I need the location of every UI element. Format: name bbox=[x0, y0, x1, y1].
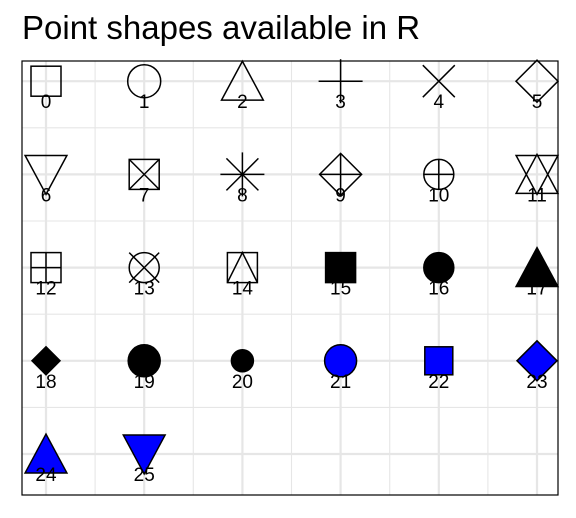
chart-title: Point shapes available in R bbox=[22, 9, 420, 46]
point-label-11: 11 bbox=[527, 185, 547, 206]
point-shape-1 bbox=[126, 63, 162, 99]
point-shape-25 bbox=[122, 434, 167, 476]
point-label-13: 13 bbox=[134, 279, 155, 300]
point-label-19: 19 bbox=[134, 372, 155, 393]
point-label-22: 22 bbox=[428, 372, 449, 393]
point-shape-19 bbox=[127, 344, 161, 378]
point-shape-17 bbox=[514, 246, 560, 288]
point-label-24: 24 bbox=[35, 465, 57, 486]
point-shape-24 bbox=[23, 432, 69, 474]
panel-border bbox=[21, 60, 559, 496]
point-label-0: 0 bbox=[41, 92, 52, 113]
point-shape-4 bbox=[422, 64, 456, 98]
point-shape-22 bbox=[424, 346, 454, 376]
point-label-5: 5 bbox=[532, 92, 543, 113]
point-label-1: 1 bbox=[139, 92, 150, 113]
point-shape-18 bbox=[30, 345, 62, 376]
point-shape-16 bbox=[423, 251, 455, 284]
point-shape-23 bbox=[515, 339, 559, 382]
point-label-17: 17 bbox=[526, 279, 547, 300]
point-label-21: 21 bbox=[330, 372, 351, 393]
point-label-14: 14 bbox=[232, 279, 254, 300]
point-shape-3 bbox=[318, 59, 363, 104]
point-label-3: 3 bbox=[335, 92, 346, 113]
point-shape-11 bbox=[514, 152, 560, 196]
point-label-25: 25 bbox=[134, 465, 155, 486]
point-shape-2 bbox=[220, 59, 265, 101]
point-shape-15 bbox=[324, 251, 357, 284]
point-label-6: 6 bbox=[41, 185, 52, 206]
point-shape-5 bbox=[514, 59, 560, 104]
point-shape-9 bbox=[318, 152, 363, 197]
point-shape-13 bbox=[128, 251, 160, 284]
point-label-18: 18 bbox=[35, 372, 56, 393]
point-shape-7 bbox=[128, 158, 160, 191]
point-label-7: 7 bbox=[139, 185, 150, 206]
point-shape-20 bbox=[230, 349, 255, 373]
point-label-20: 20 bbox=[232, 372, 253, 393]
point-label-12: 12 bbox=[35, 279, 56, 300]
point-label-23: 23 bbox=[526, 372, 547, 393]
point-label-8: 8 bbox=[237, 185, 248, 206]
point-shape-8 bbox=[220, 152, 265, 197]
grid bbox=[22, 61, 558, 495]
point-label-9: 9 bbox=[335, 185, 346, 206]
point-label-2: 2 bbox=[237, 92, 248, 113]
point-shape-6 bbox=[23, 154, 69, 196]
point-label-4: 4 bbox=[434, 92, 445, 113]
point-label-16: 16 bbox=[428, 279, 449, 300]
point-shape-14 bbox=[226, 250, 259, 284]
points-layer bbox=[23, 59, 560, 476]
point-shape-12 bbox=[30, 251, 62, 284]
point-label-15: 15 bbox=[330, 279, 351, 300]
point-shape-21 bbox=[323, 344, 358, 378]
point-shape-0 bbox=[30, 65, 62, 97]
point-label-10: 10 bbox=[428, 185, 449, 206]
point-shape-10 bbox=[423, 158, 455, 191]
